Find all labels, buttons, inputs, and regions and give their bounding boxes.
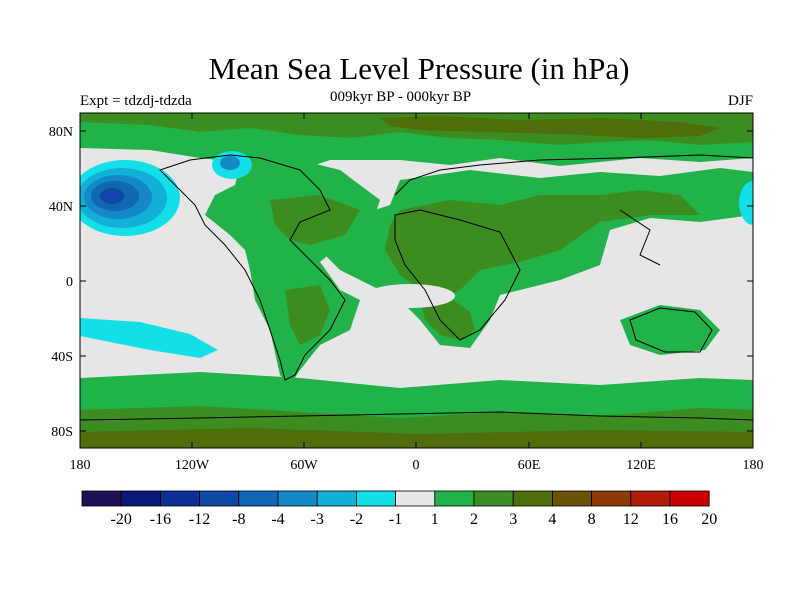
lon-label-0: 0: [413, 458, 420, 473]
colorbar-swatch: [238, 490, 279, 507]
colorbar-swatch: [199, 490, 240, 507]
lat-label-40s: 40S: [51, 350, 73, 365]
colorbar-label: 3: [509, 511, 517, 528]
field-atlantic-hole: [365, 284, 455, 308]
experiment-label: Expt = tdzdj-tdzda: [80, 93, 192, 109]
colorbar-swatch: [159, 490, 200, 507]
field-east-edge-neg: [739, 181, 753, 225]
colorbar-label: -12: [189, 511, 210, 528]
colorbar-label: -16: [150, 511, 171, 528]
colorbar-label: 16: [662, 511, 678, 528]
colorbar-swatch: [473, 490, 514, 507]
colorbar-swatch: [630, 490, 671, 507]
colorbar-label: 12: [623, 511, 639, 528]
lat-label-80s: 80S: [51, 425, 73, 440]
lat-label-80n: 80N: [49, 125, 73, 140]
lat-axis: 80N 40N 0 40S 80S: [49, 125, 753, 440]
colorbar-swatch: [512, 490, 553, 507]
chart-subtitle: 009kyr BP - 000kyr BP: [330, 89, 472, 105]
field-arctic-dark-2: [380, 116, 720, 138]
colorbar-swatch: [355, 490, 396, 507]
colorbar-swatch: [120, 490, 161, 507]
lon-label-120w: 120W: [175, 458, 210, 473]
lon-label-180e: 180: [743, 458, 764, 473]
colorbar-label: -20: [111, 511, 132, 528]
colorbar-label: 2: [470, 511, 478, 528]
lon-label-60w: 60W: [290, 458, 318, 473]
colorbar: -20 -16 -12 -8 -4 -3 -2 -1 1 2 3 4 8 12 16 20: [81, 490, 717, 528]
season-label: DJF: [727, 93, 753, 109]
colorbar-swatch: [81, 490, 122, 507]
field-africa-dark: [385, 190, 700, 300]
colorbar-label: -8: [232, 511, 245, 528]
colorbar-label: 4: [548, 511, 556, 528]
chart-title: Mean Sea Level Pressure (in hPa): [208, 51, 630, 86]
colorbar-label: -1: [389, 511, 402, 528]
colorbar-label: 8: [588, 511, 596, 528]
colorbar-swatch: [277, 490, 318, 507]
colorbar-swatch: [316, 490, 357, 507]
lon-label-60e: 60E: [518, 458, 541, 473]
colorbar-swatch: [669, 490, 710, 507]
colorbar-label: 20: [701, 511, 717, 528]
colorbar-swatch: [395, 490, 436, 507]
lat-label-40n: 40N: [49, 200, 73, 215]
colorbar-swatch: [591, 490, 632, 507]
lon-label-180w: 180: [70, 458, 91, 473]
field-npac-neg5: [100, 188, 124, 204]
coastlines: [80, 154, 753, 421]
colorbar-label: -3: [311, 511, 324, 528]
colorbar-swatch: [434, 490, 475, 507]
lon-label-120e: 120E: [626, 458, 656, 473]
lat-label-0: 0: [66, 275, 73, 290]
colorbar-label: -2: [350, 511, 363, 528]
colorbar-swatch: [552, 490, 593, 507]
field-southamerica-dark: [285, 285, 330, 345]
map-field: [80, 113, 753, 448]
field-greenland-neg2: [220, 156, 240, 170]
field-americas-dark: [270, 195, 360, 245]
field-spac-neg: [80, 318, 218, 358]
field-southern-darker: [80, 428, 753, 448]
colorbar-label: -4: [271, 511, 284, 528]
field-australia: [620, 305, 720, 355]
colorbar-label: 1: [431, 511, 439, 528]
lon-axis: 180 120W 60W 0 60E 120E 180: [70, 113, 764, 473]
